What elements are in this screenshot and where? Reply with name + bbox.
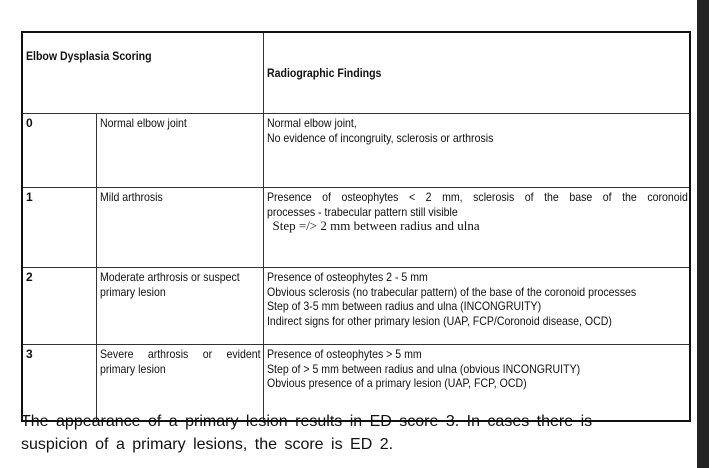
finding-line: No evidence of incongruity, sclerosis or… [266,130,493,145]
label-text: Moderate arthrosis or suspect primary le… [99,270,240,299]
finding-line: processes - trabecular pattern still vis… [266,204,458,219]
label-cell: Mild arthrosis [95,187,264,268]
header-scoring-text: Elbow Dysplasia Scoring [26,49,152,63]
label-cell: Moderate arthrosis or suspect primary le… [95,267,264,345]
finding-line: Step of 3-5 mm between radius and ulna (… [266,299,541,313]
label-text: Normal elbow joint [99,116,187,130]
finding-line: Step of > 5 mm between radius and ulna (… [266,361,580,376]
score-cell: 3 [21,344,97,421]
table-row: 0 Normal elbow joint Normal elbow joint,… [21,113,691,188]
finding-line: Indirect signs for other primary lesion … [266,313,612,328]
findings-cell: Presence of osteophytes < 2 mm, sclerosi… [262,187,691,268]
table-row: 1 Mild arthrosis Presence of osteophytes… [21,187,691,268]
finding-line: Presence of osteophytes 2 - 5 mm [266,270,428,284]
label-text: Mild arthrosis [99,190,163,204]
table-row: 3 Severe arthrosis or evident primary le… [21,344,691,421]
elbow-dysplasia-table: Elbow Dysplasia Scoring Radiographic Fin… [21,31,691,422]
header-scoring: Elbow Dysplasia Scoring [21,31,264,114]
finding-line: Normal elbow joint, [266,116,357,130]
header-findings-text: Radiographic Findings [266,65,381,80]
findings-cell: Presence of osteophytes 2 - 5 mm Obvious… [262,267,691,345]
table-row: 2 Moderate arthrosis or suspect primary … [21,267,691,345]
finding-line: Obvious sclerosis (no trabecular pattern… [266,284,636,299]
score-cell: 1 [21,187,97,268]
header-findings: Radiographic Findings [262,31,691,114]
findings-cell: Presence of osteophytes > 5 mm Step of >… [262,344,691,421]
finding-line: Step =/> 2 mm between radius and ulna [272,218,480,233]
finding-line: Presence of osteophytes < 2 mm, sclerosi… [266,190,688,204]
finding-line: Obvious presence of a primary lesion (UA… [266,376,527,390]
dark-side-panel [697,0,709,468]
findings-cell: Normal elbow joint, No evidence of incon… [262,113,691,188]
finding-line: Presence of osteophytes > 5 mm [266,347,422,361]
label-cell: Normal elbow joint [95,113,264,188]
score-cell: 0 [21,113,97,188]
table-header-row: Elbow Dysplasia Scoring Radiographic Fin… [21,31,691,114]
label-text: Severe arthrosis or evident primary lesi… [99,347,261,376]
note-paragraph: The appearance of a primary lesion resul… [21,413,593,453]
score-cell: 2 [21,267,97,345]
